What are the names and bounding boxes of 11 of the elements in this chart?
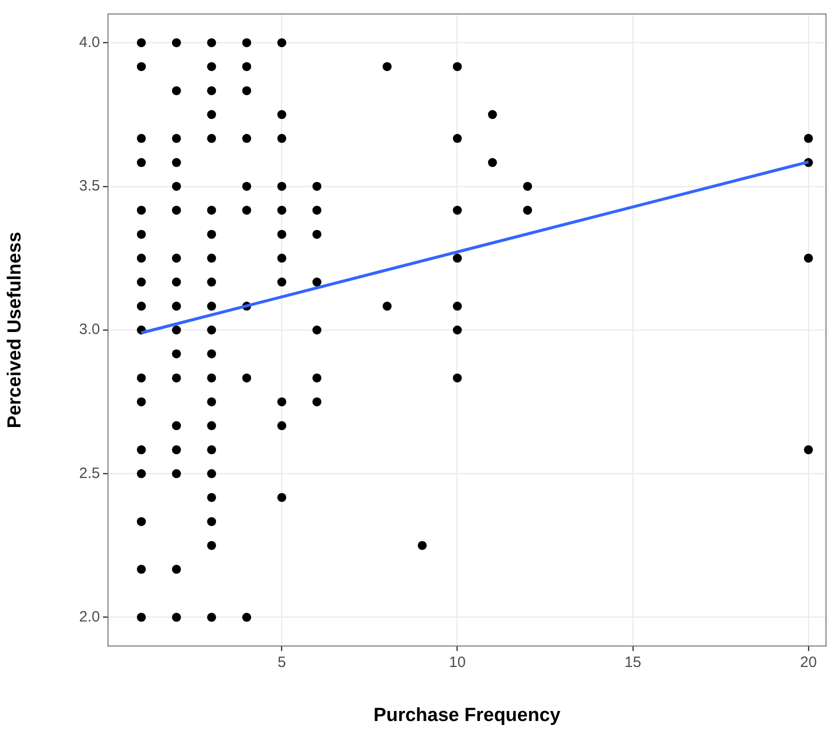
y-tick-label: 3.5 (79, 178, 100, 195)
y-axis-title: Perceived Usefulness (4, 232, 26, 428)
y-tick-label: 2.0 (79, 608, 100, 626)
x-axis-title: Purchase Frequency (374, 704, 561, 726)
x-tick-label: 15 (624, 654, 642, 672)
y-tick-label: 3.0 (79, 321, 100, 338)
x-tick-label: 10 (449, 654, 466, 672)
x-tick-label: 20 (800, 654, 817, 672)
x-tick-label: 5 (278, 654, 286, 672)
y-tick-label: 2.5 (79, 464, 100, 482)
y-tick-label: 4.0 (79, 34, 100, 51)
